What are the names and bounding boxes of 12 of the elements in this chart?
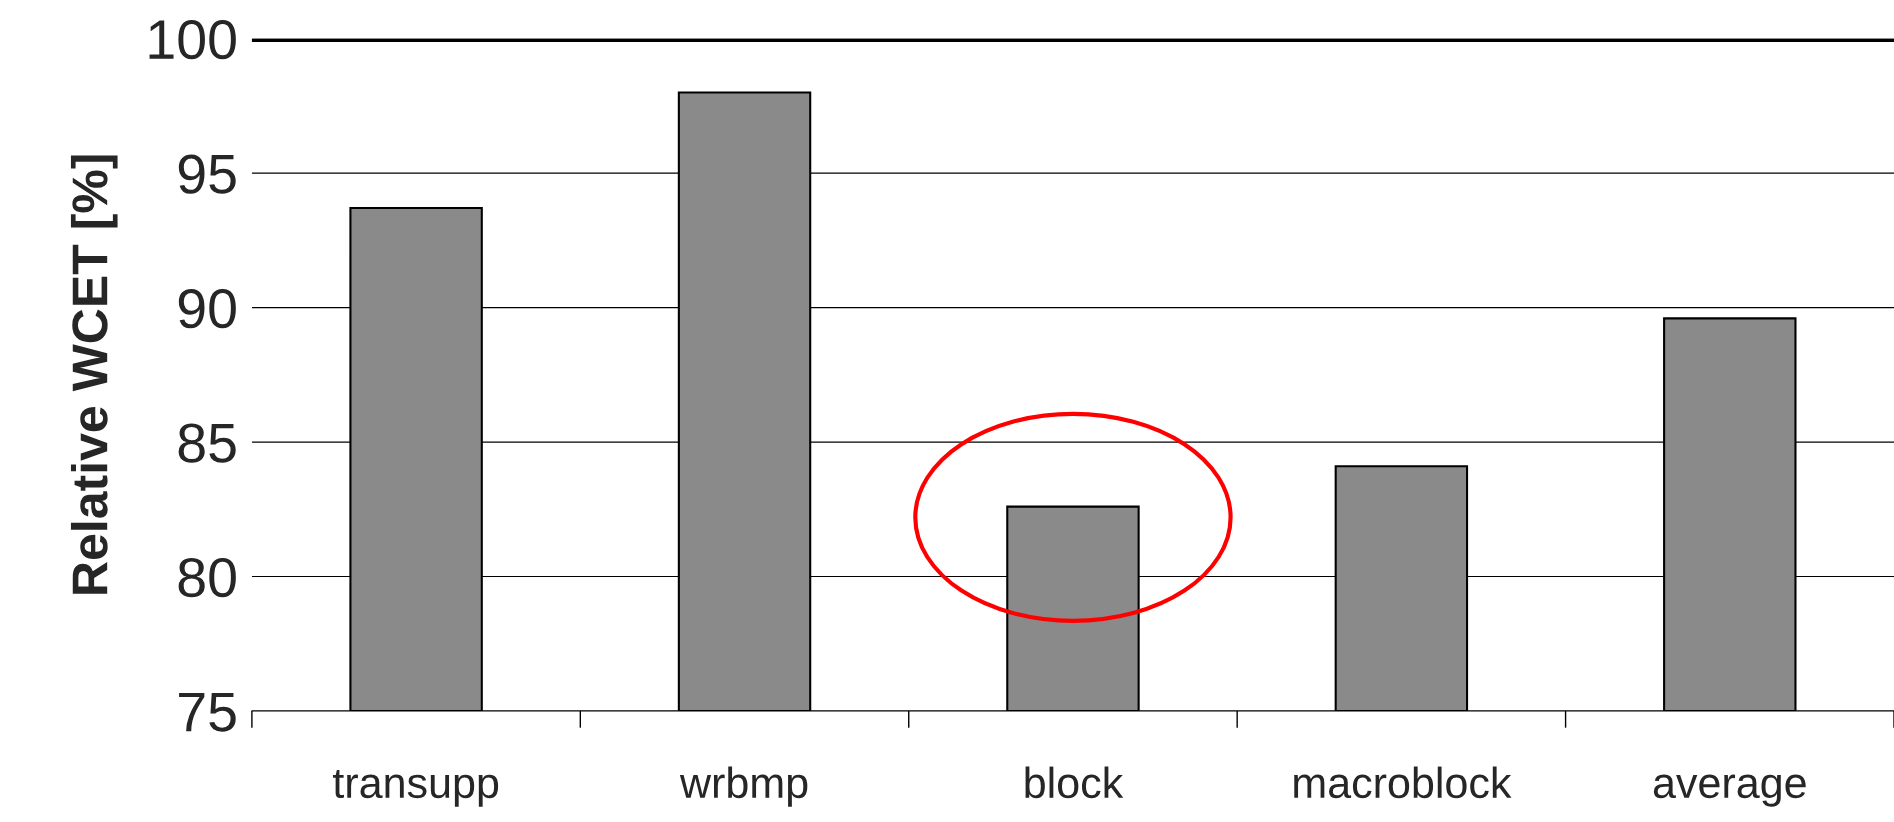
x-tick-label: transupp <box>332 769 499 807</box>
y-tick-label: 100 <box>149 19 236 60</box>
y-tick-label: 90 <box>178 288 236 329</box>
x-tick-label: macroblock <box>1294 766 1512 799</box>
y-axis-title: Relative WCET [%] <box>70 155 118 594</box>
y-tick-label: 75 <box>179 692 236 732</box>
x-tick-label: block <box>1025 766 1124 799</box>
y-tick-label: 80 <box>178 557 236 598</box>
y-tick-label: 85 <box>178 423 236 463</box>
y-tick-label: 95 <box>178 154 236 194</box>
x-tick-label: average <box>1653 774 1806 807</box>
x-tick-label: wrbmp <box>679 766 808 807</box>
